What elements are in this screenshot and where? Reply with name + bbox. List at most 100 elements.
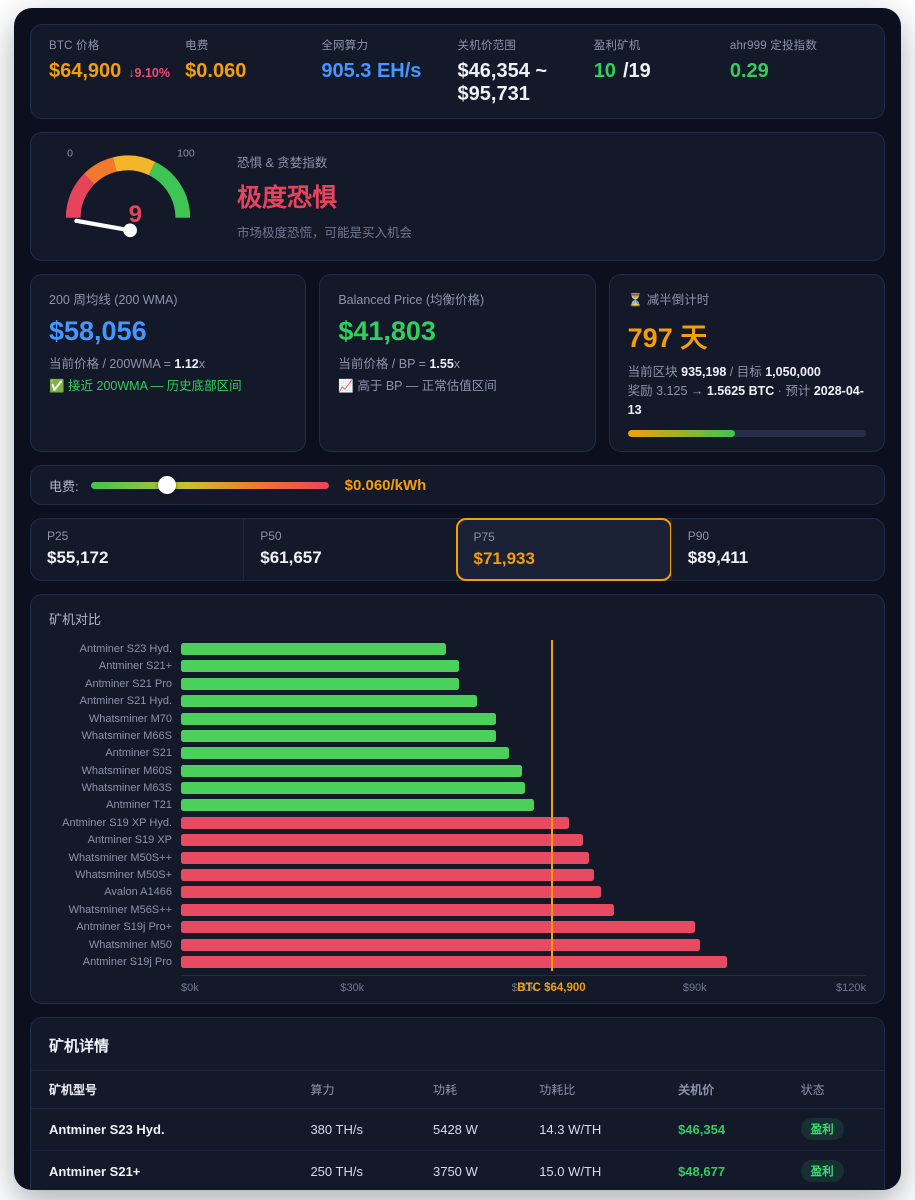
table-column-header: 算力 xyxy=(310,1082,335,1097)
text-segment: 当前区块 xyxy=(627,365,682,379)
header-stat-4: 盈利矿机 10/19 xyxy=(594,37,730,106)
table-cell: $46,354 xyxy=(678,1121,726,1137)
metric-cards-row: 200 周均线 (200 WMA) $58,056 当前价格 / 200WMA … xyxy=(30,274,885,453)
chart-category-label: Antminer S21 Hyd. xyxy=(79,695,172,708)
percentile-label: P50 xyxy=(260,529,282,544)
chart-category-label: Whatsminer M66S xyxy=(81,729,172,742)
chart-bar xyxy=(181,834,584,847)
chart-bar-row xyxy=(181,884,866,901)
table-header-row: 矿机型号 算力 功耗 功耗比 关机价 状态 xyxy=(31,1069,884,1109)
percentile-cell-p25[interactable]: P25 $55,172 xyxy=(31,519,243,580)
table-cell: 3750 W xyxy=(432,1163,478,1179)
chart-bar xyxy=(181,955,728,968)
electricity-slider[interactable] xyxy=(90,476,329,495)
header-stat-2: 全网算力 905.3 EH/s xyxy=(321,37,457,106)
stat-value: $46,354 ~ $95,731 xyxy=(457,60,548,105)
btc-price-reference-line xyxy=(551,640,554,971)
stat-value: 10 xyxy=(593,60,616,82)
chart-title: 矿机对比 xyxy=(49,612,102,628)
stat-label: 关机价范围 xyxy=(457,40,517,52)
stat-value: $64,900 xyxy=(49,60,122,82)
status-badge: 盈利 xyxy=(800,1118,844,1141)
percentile-label: P25 xyxy=(47,529,69,544)
chart-category-label: Antminer S21 xyxy=(105,747,172,760)
percentile-row: P25 $55,172 P50 $61,657 P75 $71,933 P90 $89,411 xyxy=(30,518,885,582)
stat-value: 0.29 xyxy=(729,60,769,82)
percentile-label: P75 xyxy=(473,530,495,545)
table-column-header: 功耗 xyxy=(432,1082,457,1097)
chart-bar-row xyxy=(181,866,866,883)
chart-bar-row xyxy=(181,745,866,762)
text-segment: 2028-04-13 xyxy=(627,383,864,417)
fear-greed-card: 0 100 9 恐惧 & 贪婪指数 极度恐惧 市场极度恐慌，可能是买入机会 xyxy=(30,132,885,261)
header-stat-5: ahr999 定投指数 0.29 xyxy=(730,37,866,106)
header-stat-1: 电费 $0.060 xyxy=(185,37,321,106)
table-cell: 14.3 W/TH xyxy=(539,1121,602,1137)
table-row: Antminer S23 Hyd. 380 TH/s 5428 W 14.3 W/TH… xyxy=(31,1109,884,1150)
axis-tick: $0k xyxy=(181,981,199,994)
chart-bar-row xyxy=(181,727,866,744)
gauge-hub xyxy=(123,223,137,238)
chart-category-label: Whatsminer M56S++ xyxy=(68,903,172,916)
table-row: Antminer S21+ 250 TH/s 3750 W 15.0 W/TH $48,… xyxy=(31,1149,884,1190)
text-segment: 奖励 3.125 → xyxy=(627,383,707,398)
chart-bar xyxy=(181,660,459,673)
electricity-value: $0.060/kWh xyxy=(344,476,427,494)
halving-block-line: 当前区块 935,198 / 目标 1,050,000 xyxy=(628,363,866,382)
table-column-header: 功耗比 xyxy=(539,1082,576,1097)
chart-bar-row xyxy=(181,797,866,814)
gauge-segment-yellow xyxy=(112,155,156,176)
btc-price-label: BTC $64,900 xyxy=(517,981,586,994)
chart-category-label: Avalon A1466 xyxy=(104,886,172,899)
chart-category-label: Antminer S19j Pro xyxy=(82,955,172,968)
gauge-needle xyxy=(74,218,133,233)
gauge-max-label: 100 xyxy=(177,148,195,160)
chart-bar xyxy=(181,886,601,899)
header-stat-0: BTC 价格 $64,900 ↓9.10% xyxy=(49,37,185,106)
chart-category-label: Antminer S19j Pro+ xyxy=(76,921,172,934)
chart-bar xyxy=(181,695,478,708)
gauge-segment-green xyxy=(148,161,191,219)
axis-tick: $90k xyxy=(682,981,707,994)
percentile-label: P90 xyxy=(687,529,710,544)
chart-bar xyxy=(181,642,446,655)
chart-bar-row xyxy=(181,832,866,849)
gauge-segment-orange xyxy=(84,157,117,185)
chart-bar-row xyxy=(181,658,866,675)
table-cell: 15.0 W/TH xyxy=(539,1163,602,1179)
chart-bar xyxy=(181,816,570,829)
text-segment: · 预计 xyxy=(774,383,814,398)
stat-label: 电费 xyxy=(185,40,209,52)
chart-bars xyxy=(181,640,866,970)
halving-progress-fill xyxy=(627,430,735,438)
table-body: Antminer S23 Hyd. 380 TH/s 5428 W 14.3 W/TH… xyxy=(31,1109,884,1190)
stat-value: $0.060 xyxy=(185,60,247,82)
electricity-slider-thumb[interactable] xyxy=(157,476,176,495)
fear-greed-description: 市场极度恐慌，可能是买入机会 xyxy=(237,226,413,240)
table-cell: Antminer S23 Hyd. xyxy=(49,1121,165,1137)
chart-category-label: Antminer S19 XP xyxy=(87,834,172,847)
table-cell: 380 TH/s xyxy=(310,1121,363,1137)
chart-labels-column: Antminer S23 Hyd. Antminer S21+ Antminer S… xyxy=(49,640,181,970)
bp-status: 📈 高于 BP — 正常估值区间 xyxy=(338,378,497,393)
percentile-value: $61,657 xyxy=(260,548,322,568)
stat-value-row: $64,900 ↓9.10% xyxy=(49,60,185,83)
fear-greed-level: 极度恐惧 xyxy=(237,184,338,212)
text-segment: 当前价格 / BP = xyxy=(338,357,430,371)
text-segment: / 目标 xyxy=(726,365,766,379)
chart-category-label: Antminer S21 Pro xyxy=(85,677,172,690)
chart-bar-row xyxy=(181,640,866,657)
chart-bar xyxy=(181,729,496,742)
table-title: 矿机详情 xyxy=(49,1037,110,1055)
table-column-header: 矿机型号 xyxy=(49,1082,98,1097)
percentile-cell-p75[interactable]: P75 $71,933 xyxy=(455,518,672,582)
chart-bar-row xyxy=(181,936,866,953)
stat-value-row: $46,354 ~ $95,731 xyxy=(458,60,594,106)
text-segment: 1,050,000 xyxy=(765,365,821,379)
chart-category-label: Whatsminer M50S++ xyxy=(68,851,172,864)
percentile-cell-p90[interactable]: P90 $89,411 xyxy=(670,519,884,581)
table-column-header: 状态 xyxy=(800,1082,825,1097)
chart-bar-row xyxy=(181,849,866,866)
table-cell: 5428 W xyxy=(432,1121,478,1137)
percentile-cell-p50[interactable]: P50 $61,657 xyxy=(243,519,456,581)
